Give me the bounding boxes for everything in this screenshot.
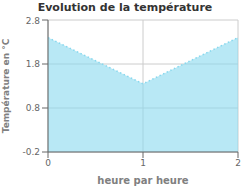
svg-text:0: 0 — [45, 158, 51, 168]
svg-text:0.8: 0.8 — [26, 103, 41, 113]
svg-text:1.8: 1.8 — [26, 59, 41, 69]
svg-text:Température en °C: Température en °C — [8, 38, 11, 133]
svg-text:2: 2 — [235, 158, 241, 168]
svg-text:-0.2: -0.2 — [22, 147, 40, 157]
html-text:Evolution de la température: Evolution de la température — [37, 1, 213, 14]
svg-text:heure par heure: heure par heure — [97, 175, 188, 186]
svg-text:2.8: 2.8 — [26, 16, 41, 26]
svg-text:1: 1 — [140, 158, 146, 168]
